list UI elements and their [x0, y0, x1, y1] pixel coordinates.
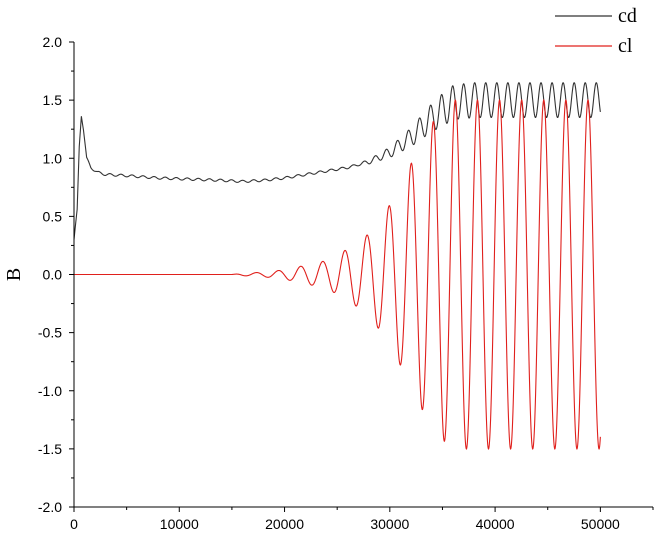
y-tick-label: 2.0: [43, 34, 63, 50]
x-tick-label: 50000: [581, 516, 620, 532]
y-tick-label: 0.5: [43, 208, 63, 224]
x-axis: 0 10000 20000 30000 40000 50000: [70, 506, 654, 532]
y-tick-label: 0.0: [43, 267, 63, 283]
y-axis-title: B: [3, 268, 25, 281]
legend-label-cl: cl: [618, 35, 633, 57]
y-tick-label: 1.0: [43, 150, 63, 166]
legend: cd cl: [555, 5, 637, 57]
x-tick-label: 0: [70, 516, 78, 532]
y-tick-label: 1.5: [43, 92, 63, 108]
x-tick-label: 40000: [476, 516, 515, 532]
y-axis: -2.0 -1.5 -1.0 -0.5 0.0 0.5 1.0 1.5 2.0: [38, 34, 75, 515]
y-tick-label: -0.5: [38, 325, 62, 341]
y-tick-label: -2.0: [38, 499, 62, 515]
series-line-cl: [74, 98, 601, 451]
x-tick-label: 30000: [370, 516, 409, 532]
y-tick-label: -1.5: [38, 441, 62, 457]
legend-label-cd: cd: [618, 5, 637, 27]
series-line-cd: [73, 82, 601, 240]
y-tick-label: -1.0: [38, 383, 62, 399]
plot-area: [73, 82, 601, 451]
x-tick-label: 10000: [160, 516, 199, 532]
x-tick-label: 20000: [265, 516, 304, 532]
